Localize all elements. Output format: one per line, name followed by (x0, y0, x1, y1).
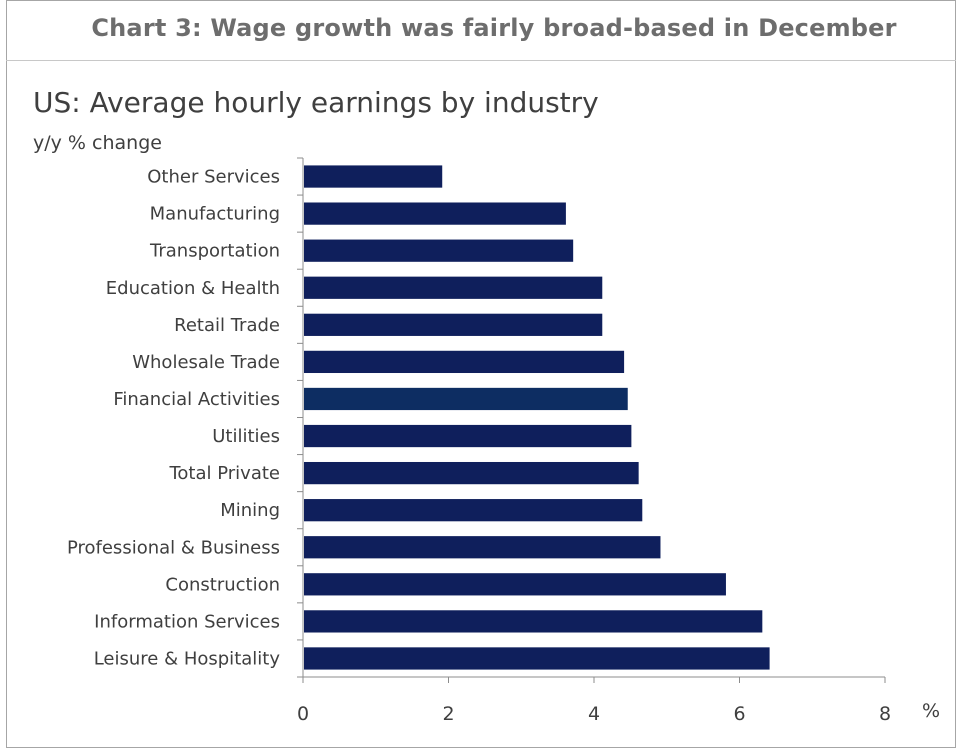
bar (304, 610, 763, 633)
category-label: Utilities (212, 426, 280, 447)
category-label: Construction (165, 574, 280, 595)
bar (304, 350, 625, 374)
x-tick-label: 4 (588, 703, 600, 725)
category-label: Mining (220, 500, 280, 521)
bar (304, 573, 726, 596)
category-label: Other Services (147, 167, 280, 188)
category-label: Education & Health (106, 278, 280, 299)
header-divider (6, 60, 956, 61)
x-tick-label: 6 (733, 703, 745, 725)
bar (304, 461, 639, 485)
bar (304, 313, 603, 336)
bar (304, 647, 770, 670)
bar (304, 424, 632, 448)
x-tick-label: 8 (879, 703, 891, 725)
category-label: Information Services (94, 611, 280, 632)
category-label: Transportation (149, 241, 280, 262)
category-label: Professional & Business (67, 537, 280, 558)
bar (304, 202, 566, 225)
category-label: Financial Activities (113, 389, 280, 410)
category-label: Leisure & Hospitality (94, 648, 281, 669)
x-tick-label: 0 (297, 703, 309, 725)
bar (304, 536, 661, 559)
category-label: Retail Trade (174, 315, 280, 336)
bar (304, 276, 603, 299)
chart-title: US: Average hourly earnings by industry (33, 86, 599, 119)
category-label: Total Private (168, 463, 280, 484)
y-axis-unit-label: y/y % change (33, 132, 162, 154)
x-axis-unit-label: % (922, 700, 941, 722)
bar (304, 387, 628, 411)
category-label: Manufacturing (150, 204, 280, 225)
bar (304, 165, 443, 188)
x-tick-label: 2 (442, 703, 454, 725)
category-label: Wholesale Trade (132, 352, 280, 373)
bar (304, 499, 643, 522)
header-title: Chart 3: Wage growth was fairly broad-ba… (91, 14, 897, 42)
bar (304, 239, 574, 262)
